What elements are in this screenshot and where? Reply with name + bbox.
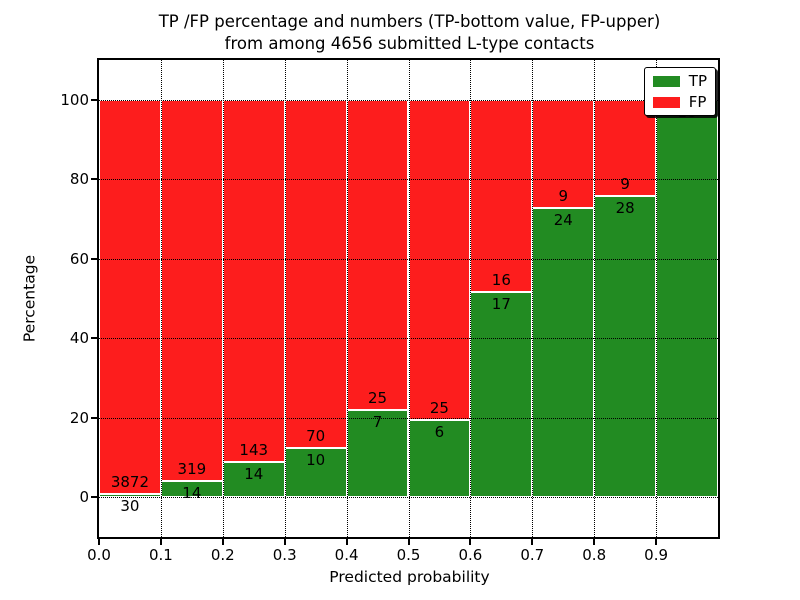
- x-tick-mark: [283, 539, 286, 545]
- axis-ticks-layer: 0 20 40 60 80 100 0.0 0.1 0.2 0.3 0.4 0.5 0.6 0.7 0.8 0…: [60, 60, 718, 564]
- x-tick-label: 0.4: [334, 546, 359, 564]
- annotations-layer: 38723031914143147010257256161792492818: [99, 60, 718, 537]
- x-tick-mark: [531, 539, 534, 545]
- tp-count-label: 7: [372, 413, 383, 432]
- fp-count-label: 319: [177, 459, 207, 478]
- plot-area: 38723031914143147010257256161792492818 0…: [60, 58, 720, 564]
- y-tick-mark: [91, 496, 97, 499]
- tp-count-label: 30: [120, 497, 140, 516]
- x-tick-label: 0.6: [458, 546, 483, 564]
- legend-item-tp: TP: [652, 72, 707, 90]
- tp-legend-swatch: [652, 75, 680, 87]
- y-tick-label: 80: [69, 170, 89, 189]
- fp-count-label: 16: [491, 271, 511, 290]
- v-gridline: [470, 60, 472, 537]
- y-tick-mark: [91, 416, 97, 419]
- tp-count-label: 14: [244, 464, 264, 483]
- tp-bar-segment: [408, 420, 471, 498]
- x-tick-label: 0.5: [396, 546, 421, 564]
- x-tick-mark: [407, 539, 410, 545]
- x-tick-label: 0.8: [582, 546, 607, 564]
- fp-count-label: 25: [368, 389, 388, 408]
- y-tick-label: 20: [69, 408, 89, 427]
- v-gridline: [284, 60, 286, 537]
- x-tick-mark: [469, 539, 472, 545]
- chart-title-line2: from among 4656 submitted L-type contact…: [224, 34, 595, 53]
- fp-legend-label: FP: [688, 93, 707, 111]
- y-tick-mark: [91, 178, 97, 181]
- tp-bar-segment: [656, 99, 718, 498]
- x-tick-label: 0.3: [272, 546, 297, 564]
- x-tick-label: 0.7: [520, 546, 545, 564]
- v-gridline: [346, 60, 348, 537]
- fp-count-label: 143: [239, 440, 269, 459]
- chart-title-line1: TP /FP percentage and numbers (TP-bottom…: [158, 12, 661, 31]
- tp-bar-segment: [594, 196, 657, 498]
- fp-legend-swatch: [652, 96, 680, 108]
- y-tick-label: 40: [69, 329, 89, 348]
- v-gridline: [594, 60, 596, 537]
- x-tick-label: 0.9: [644, 546, 669, 564]
- v-gridline: [408, 60, 410, 537]
- chart-title: TP /FP percentage and numbers (TP-bottom…: [98, 11, 721, 55]
- v-gridline: [532, 60, 534, 537]
- x-tick-mark: [221, 539, 224, 545]
- fp-bar-segment: [160, 99, 223, 481]
- y-tick-label: 0: [79, 488, 89, 507]
- v-gridline: [222, 60, 224, 537]
- fp-bar-segment: [346, 99, 409, 411]
- x-tick-mark: [98, 539, 100, 545]
- fp-count-label: 9: [558, 187, 569, 206]
- y-tick-mark: [91, 337, 97, 340]
- tp-bar-segment: [99, 494, 161, 498]
- y-axis-title: Percentage: [20, 254, 39, 343]
- y-tick-mark: [91, 98, 97, 101]
- fp-count-label: 9: [620, 175, 630, 194]
- x-axis-title: Predicted probability: [329, 568, 490, 586]
- v-gridline: [160, 60, 162, 537]
- tp-count-label: 28: [615, 199, 635, 218]
- legend: TP FP: [643, 67, 716, 116]
- tp-count-label: 24: [553, 211, 573, 230]
- fp-bar-segment: [99, 99, 161, 495]
- y-tick-label: 100: [60, 90, 89, 109]
- x-tick-mark: [593, 539, 596, 545]
- x-tick-mark: [655, 539, 658, 545]
- y-tick-label: 60: [69, 249, 89, 268]
- y-tick-mark: [91, 257, 97, 260]
- tp-count-label: 6: [434, 423, 445, 442]
- grid-layer: [99, 60, 718, 537]
- tp-count-label: 10: [306, 450, 326, 469]
- tp-bar-segment: [532, 208, 595, 498]
- v-gridline: [656, 60, 658, 537]
- x-tick-mark: [159, 539, 162, 545]
- fp-count-label: 3872: [110, 473, 150, 492]
- tp-count-label: 14: [182, 483, 202, 502]
- x-tick-label: 0.2: [210, 546, 235, 564]
- tp-legend-label: TP: [688, 72, 707, 90]
- fp-count-label: 70: [306, 426, 326, 445]
- tp-count-label: 17: [491, 295, 511, 314]
- x-tick-mark: [345, 539, 348, 545]
- legend-item-fp: FP: [652, 93, 707, 111]
- x-tick-label: 0.0: [87, 546, 111, 564]
- bars-layer: [99, 60, 718, 537]
- x-tick-label: 0.1: [148, 546, 173, 564]
- fp-count-label: 25: [429, 399, 449, 418]
